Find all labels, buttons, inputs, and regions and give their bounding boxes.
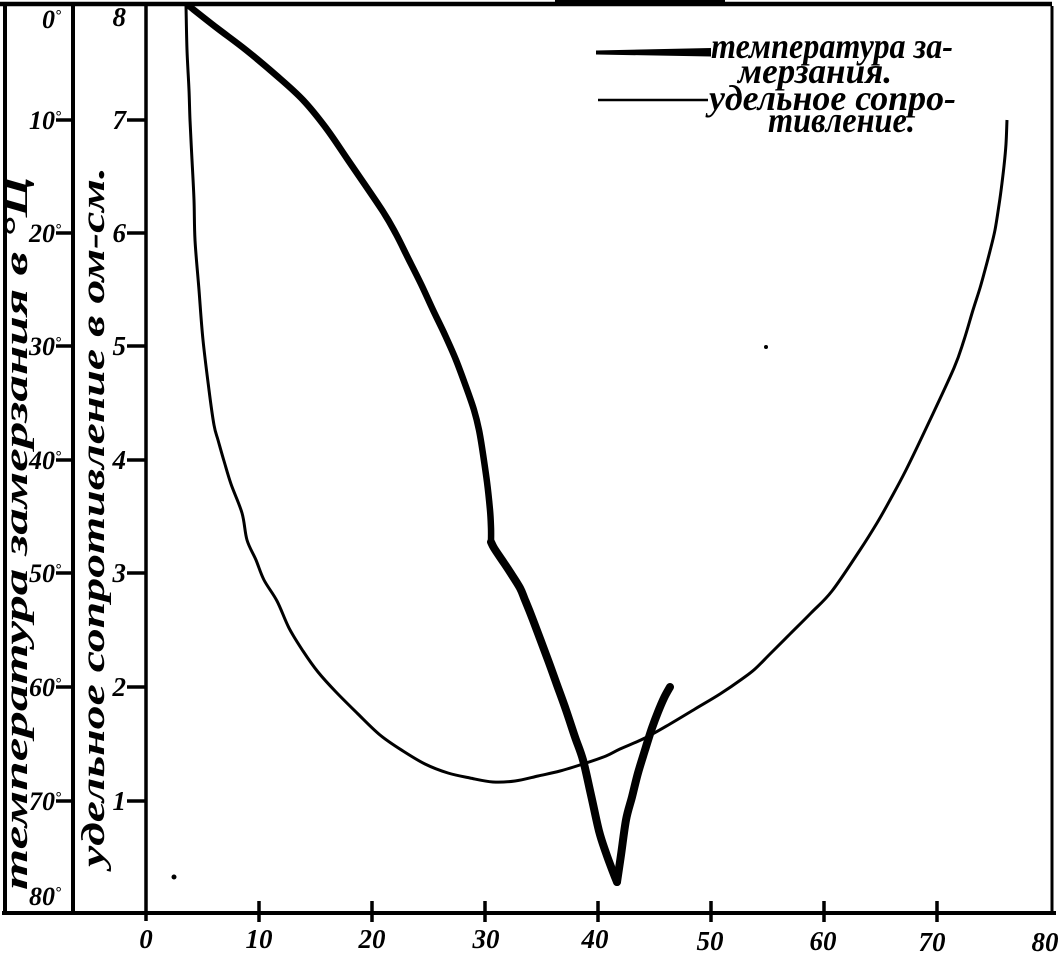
svg-text:8: 8 xyxy=(113,2,127,32)
svg-text:2: 2 xyxy=(112,672,127,702)
svg-text:удельное сопротивление в ом-см: удельное сопротивление в ом-см. xyxy=(76,167,112,873)
svg-text:50: 50 xyxy=(697,926,725,953)
svg-text:тивление.: тивление. xyxy=(768,100,915,140)
svg-text:80: 80 xyxy=(1032,927,1060,953)
svg-text:0: 0 xyxy=(139,924,153,953)
svg-text:1: 1 xyxy=(113,786,127,816)
svg-text:7: 7 xyxy=(113,105,128,135)
svg-text:30°: 30° xyxy=(28,332,61,361)
svg-text:5: 5 xyxy=(113,331,127,361)
svg-text:40: 40 xyxy=(581,924,610,953)
svg-text:20: 20 xyxy=(358,924,387,953)
svg-text:30: 30 xyxy=(472,924,501,953)
svg-text:60: 60 xyxy=(810,926,838,953)
svg-text:70: 70 xyxy=(919,927,947,953)
svg-text:50°: 50° xyxy=(29,559,61,588)
svg-text:6: 6 xyxy=(113,218,127,248)
svg-text:температура за-: температура за- xyxy=(711,26,953,66)
svg-text:мерзания.: мерзания. xyxy=(736,51,892,91)
svg-text:удельное сопро-: удельное сопро- xyxy=(705,78,956,118)
svg-text:температура замерзания в °Ц: температура замерзания в °Ц xyxy=(0,174,35,890)
svg-text:4: 4 xyxy=(112,445,127,475)
svg-text:10: 10 xyxy=(246,924,274,953)
svg-text:3: 3 xyxy=(112,558,127,588)
